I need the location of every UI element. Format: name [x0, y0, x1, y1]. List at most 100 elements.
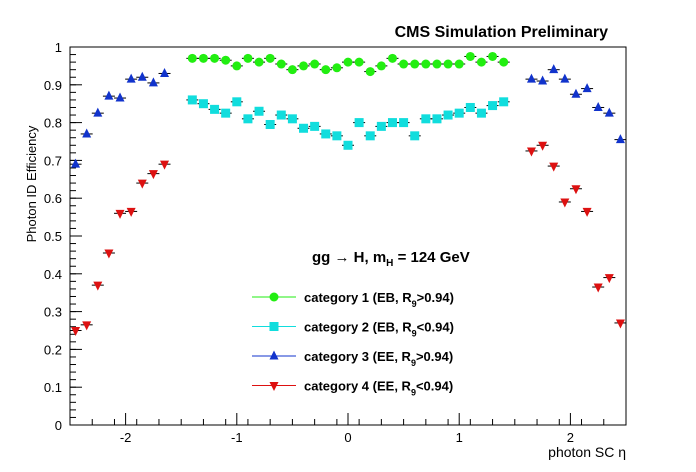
x-axis-label: photon SC η: [548, 444, 626, 460]
data-point: [582, 207, 592, 217]
data-point: [115, 209, 125, 219]
legend-label: category 1 (EB, R9>0.94): [304, 290, 454, 309]
x-tick-label: 0: [344, 430, 351, 445]
data-point: [276, 59, 286, 69]
legend-label-tail: <0.94): [416, 379, 453, 394]
legend: category 1 (EB, R9>0.94)category 2 (EB, …: [252, 290, 454, 398]
data-point: [232, 97, 242, 107]
data-point: [571, 185, 581, 195]
data-point: [198, 99, 208, 109]
data-point: [243, 114, 253, 124]
data-point: [160, 67, 170, 77]
data-point: [465, 102, 475, 112]
legend-label: category 4 (EE, R9<0.94): [304, 379, 453, 398]
data-point: [71, 158, 81, 168]
data-point: [443, 59, 453, 69]
data-point: [365, 67, 375, 77]
data-point: [210, 104, 220, 114]
data-point: [71, 327, 81, 336]
data-point: [376, 121, 386, 131]
data-point: [476, 57, 486, 67]
data-point: [410, 131, 420, 141]
legend-label-tail: >0.94): [416, 349, 453, 364]
legend-label-subscript: 9: [411, 388, 416, 398]
legend-label-text: category 2 (EB, R: [304, 320, 412, 335]
data-point: [526, 147, 536, 157]
data-point: [310, 121, 320, 131]
data-point: [526, 73, 536, 83]
legend-marker: [269, 292, 279, 302]
y-axis: 0 0.1 0.2 0.3 0.4 0.5 0.6 0.7 0.8 0.9 1: [44, 40, 82, 433]
x-tick-label: -1: [231, 430, 243, 445]
data-point: [210, 53, 220, 63]
data-point: [593, 283, 603, 293]
legend-label-tail: >0.94): [417, 290, 454, 305]
data-point: [354, 118, 364, 128]
y-axis-label: Photon ID Efficiency: [24, 125, 39, 242]
data-point: [187, 95, 197, 105]
data-point: [454, 108, 464, 118]
data-point: [321, 65, 331, 75]
data-point: [93, 107, 103, 117]
data-point: [310, 59, 320, 69]
y-tick-label: 0.4: [44, 267, 62, 282]
data-point: [365, 131, 375, 141]
data-point: [148, 170, 158, 180]
legend-label-subscript: 9: [412, 299, 417, 309]
data-point: [232, 61, 242, 71]
data-point: [354, 57, 364, 67]
data-point: [160, 160, 170, 170]
legend-label: category 2 (EB, R9<0.94): [304, 320, 454, 339]
data-point: [421, 59, 431, 69]
x-tick-label: 1: [456, 430, 463, 445]
data-point: [243, 53, 253, 63]
data-point: [421, 114, 431, 124]
data-point: [488, 101, 498, 111]
y-tick-label: 0.3: [44, 305, 62, 320]
legend-entry: category 4 (EE, R9<0.94): [252, 379, 453, 398]
data-point: [615, 319, 625, 329]
data-point: [265, 53, 275, 63]
data-point: [454, 59, 464, 69]
process-tail: = 124 GeV: [393, 249, 469, 266]
series-4: [69, 141, 627, 336]
data-point: [538, 75, 548, 85]
data-point: [410, 59, 420, 69]
legend-entry: category 1 (EB, R9>0.94): [252, 290, 454, 309]
legend-marker: [269, 382, 279, 391]
data-point: [126, 207, 136, 217]
data-point: [104, 90, 114, 100]
data-point: [432, 114, 442, 124]
y-tick-label: 0.8: [44, 116, 62, 131]
data-point: [137, 71, 147, 81]
data-point: [604, 274, 614, 284]
process-annotation: gg → H, mH = 124 GeV: [312, 249, 470, 269]
data-point: [265, 119, 275, 129]
data-point: [343, 140, 353, 150]
data-point: [343, 57, 353, 67]
data-point: [276, 110, 286, 120]
data-point: [387, 118, 397, 128]
data-point: [549, 162, 559, 172]
data-point: [476, 108, 486, 118]
series-1: [186, 51, 510, 77]
data-point: [82, 128, 92, 138]
chart-title: CMS Simulation Preliminary: [395, 24, 608, 41]
y-tick-label: 0.2: [44, 342, 62, 357]
legend-label-text: category 4 (EE, R: [304, 379, 412, 394]
legend-entry: category 3 (EE, R9>0.94): [252, 349, 453, 368]
legend-label-text: category 1 (EB, R: [304, 290, 412, 305]
series-2: [186, 95, 510, 150]
data-point: [538, 141, 548, 151]
y-tick-label: 0.1: [44, 380, 62, 395]
data-point: [604, 107, 614, 117]
data-point: [593, 101, 603, 111]
series-3: [69, 64, 627, 168]
data-point: [82, 321, 92, 331]
data-point: [221, 55, 231, 65]
legend-label-text: category 3 (EE, R: [304, 349, 412, 364]
data-point: [187, 53, 197, 63]
data-point: [332, 63, 342, 73]
legend-label: category 3 (EE, R9>0.94): [304, 349, 453, 368]
